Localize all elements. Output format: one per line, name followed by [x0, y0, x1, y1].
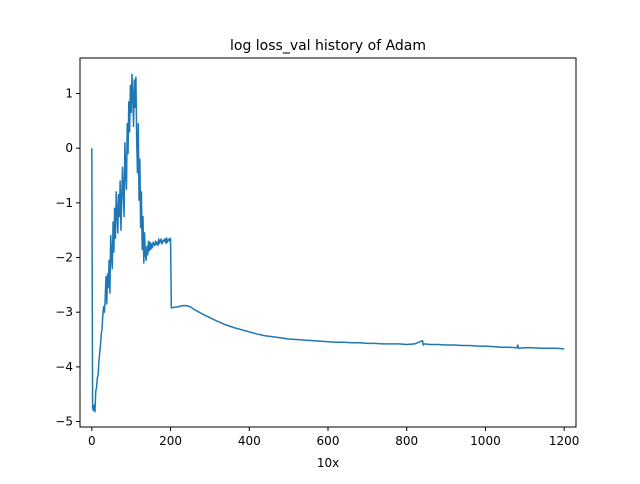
y-axis: −5 −4 −3 −2 −1 0 1 [55, 87, 80, 429]
y-tick-label: −1 [55, 196, 73, 210]
plot-area [91, 73, 565, 413]
series-line-0 [91, 73, 565, 413]
x-tick-label: 1000 [470, 434, 501, 448]
y-tick-label: −5 [55, 415, 73, 429]
x-tick-label: 1200 [549, 434, 580, 448]
x-tick-label: 0 [88, 434, 96, 448]
x-tick-label: 600 [317, 434, 340, 448]
x-tick-label: 200 [159, 434, 182, 448]
y-tick-label: 0 [65, 141, 73, 155]
axes-frame [79, 57, 577, 428]
x-tick-label: 400 [238, 434, 261, 448]
chart-title: log loss_val history of Adam [230, 38, 426, 54]
y-tick-label: −2 [55, 251, 73, 265]
x-axis: 0 200 400 600 800 1000 1200 [88, 427, 579, 448]
x-tick-label: 800 [395, 434, 418, 448]
y-tick-label: −4 [55, 360, 73, 374]
y-tick-label: −3 [55, 305, 73, 319]
y-tick-label: 1 [65, 87, 73, 101]
x-axis-label: 10x [317, 456, 339, 470]
